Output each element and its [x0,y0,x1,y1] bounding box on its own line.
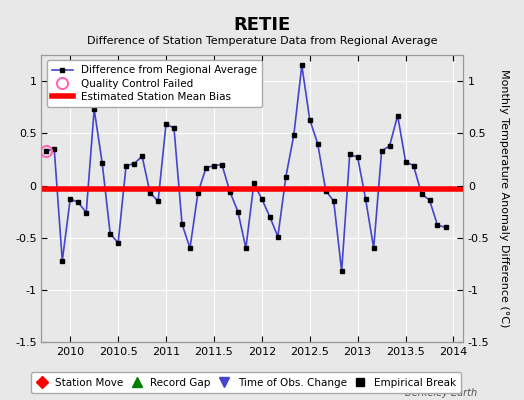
Difference from Regional Average [434,223,441,228]
Difference from Regional Average [314,141,321,146]
Y-axis label: Monthly Temperature Anomaly Difference (°C): Monthly Temperature Anomaly Difference (… [499,69,509,328]
Legend: Difference from Regional Average, Quality Control Failed, Estimated Station Mean: Difference from Regional Average, Qualit… [47,60,263,107]
Difference from Regional Average [43,149,49,154]
Difference from Regional Average [299,63,305,68]
Difference from Regional Average [131,161,137,166]
Difference from Regional Average [171,126,177,130]
Legend: Station Move, Record Gap, Time of Obs. Change, Empirical Break: Station Move, Record Gap, Time of Obs. C… [31,372,461,393]
Text: RETIE: RETIE [233,16,291,34]
Text: Difference of Station Temperature Data from Regional Average: Difference of Station Temperature Data f… [87,36,437,46]
Difference from Regional Average [163,122,169,126]
Line: Difference from Regional Average: Difference from Regional Average [44,63,448,274]
Difference from Regional Average [442,225,449,230]
Text: Berkeley Earth: Berkeley Earth [405,388,477,398]
Difference from Regional Average [339,269,345,274]
Difference from Regional Average [346,152,353,156]
